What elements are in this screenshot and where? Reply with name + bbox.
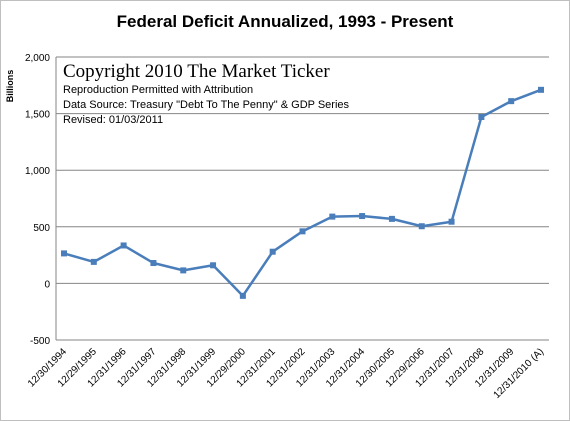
data-point [329,213,336,220]
data-point [388,215,395,222]
y-axis-label: Billions [5,70,15,103]
series-layer [61,86,544,299]
y-tick-labels: -500 0 500 1,000 1,500 2,000 [25,53,50,347]
data-point [359,213,366,220]
data-point [61,250,67,257]
data-point [448,218,455,225]
y-tick-label: 0 [44,279,50,290]
data-point [508,98,515,105]
data-point [210,262,217,269]
data-point [239,292,246,299]
annotation-reproduction: Reproduction Permitted with Attribution [63,84,253,96]
annotation-revised: Revised: 01/03/2011 [63,114,163,126]
data-point [90,258,97,265]
x-tick-labels: 12/30/199412/29/199512/31/199612/31/1997… [26,346,546,401]
data-point [538,86,544,93]
gridlines [55,56,549,341]
data-point [120,242,127,249]
data-point [478,113,485,120]
y-tick-label: -500 [30,336,50,347]
y-tick-label: 1,000 [25,166,50,177]
data-point [180,267,187,274]
data-point [418,223,425,230]
y-tick-label: 2,000 [25,53,50,64]
chart-title: Federal Deficit Annualized, 1993 - Prese… [117,12,454,31]
annotation-data-source: Data Source: Treasury "Debt To The Penny… [63,99,350,111]
data-point [299,228,306,235]
y-tick-label: 500 [33,223,50,234]
annotation-copyright: Copyright 2010 The Market Ticker [63,61,330,82]
data-point [269,248,276,255]
y-tick-label: 1,500 [25,110,50,121]
data-point [150,260,157,267]
